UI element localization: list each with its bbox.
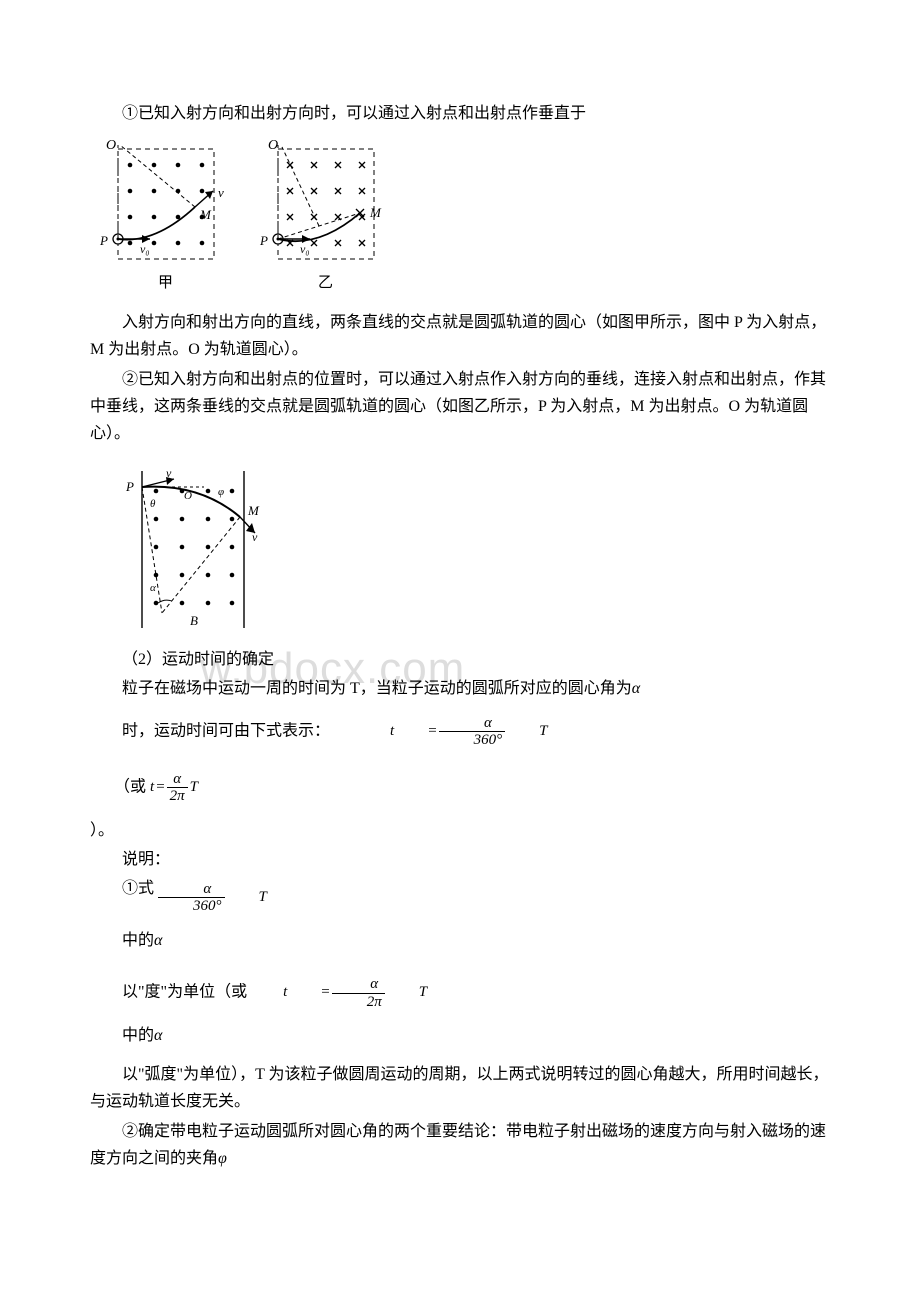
para-10: 中的α — [90, 927, 830, 954]
phi-symbol: φ — [218, 1150, 227, 1167]
para-5-text: 粒子在磁场中运动一周的时间为 T，当粒子运动的圆弧所对应的圆心角为 — [122, 680, 632, 697]
para-8: 说明： — [90, 846, 830, 873]
svg-text:φ: φ — [218, 486, 224, 498]
para-11: 以"度"为单位（或 t = α2π T — [90, 976, 830, 1010]
svg-text:P: P — [259, 233, 268, 248]
page-content: ①已知入射方向和出射方向时，可以通过入射点和出射点作垂直于 — [90, 100, 830, 1172]
formula-3: α360° T — [158, 881, 267, 915]
svg-text:M: M — [199, 207, 212, 222]
para-14: ②确定带电粒子运动圆弧所对圆心角的两个重要结论：带电粒子射出磁场的速度方向与射入… — [90, 1118, 830, 1172]
alpha-symbol-1: α — [632, 680, 640, 697]
figure-2: P v O φ θ M v α B — [122, 463, 830, 638]
para-2: 入射方向和射出方向的直线，两条直线的交点就是圆弧轨道的圆心（如图甲所示，图中 P… — [90, 309, 830, 363]
para-13: 以"弧度"为单位），T 为该粒子做圆周运动的周期，以上两式说明转过的圆心角越大，… — [90, 1061, 830, 1115]
para-7: （或 t = α2π T — [114, 771, 830, 805]
svg-text:O: O — [184, 490, 192, 502]
svg-text:甲: 甲 — [158, 275, 173, 291]
svg-text:θ: θ — [150, 498, 156, 510]
svg-text:v: v — [166, 466, 172, 480]
svg-text:O: O — [268, 138, 278, 153]
svg-text:B: B — [190, 613, 198, 628]
para-12: 中的α — [90, 1022, 830, 1049]
para-9: ①式 α360° T — [90, 875, 830, 915]
svg-text:P: P — [125, 479, 134, 494]
alpha-symbol-2: α — [154, 932, 162, 949]
para-6: 时，运动时间可由下式表示： t = α360° T — [90, 715, 830, 749]
para-7b: ）。 — [90, 817, 830, 844]
para-7-pre: （或 — [114, 778, 146, 795]
para-4: （2）运动时间的确定 — [90, 646, 830, 673]
svg-text:M: M — [247, 503, 260, 518]
svg-text:v₀: v₀ — [140, 242, 150, 256]
svg-text:v: v — [252, 530, 258, 544]
para-11-text: 以"度"为单位（或 — [122, 983, 247, 1000]
svg-text:乙: 乙 — [318, 275, 333, 291]
alpha-symbol-3: α — [154, 1027, 162, 1044]
para-1: ①已知入射方向和出射方向时，可以通过入射点和出射点作垂直于 — [90, 100, 830, 127]
figure-1: O v M P v₀ 甲 — [90, 131, 830, 301]
formula-2: t = α2π T — [150, 771, 198, 805]
para-3: ②已知入射方向和出射点的位置时，可以通过入射点作入射方向的垂线，连接入射点和出射… — [90, 366, 830, 448]
svg-text:P: P — [99, 233, 108, 248]
para-10-pre: 中的 — [122, 932, 154, 949]
formula-4: t = α2π T — [251, 976, 427, 1010]
svg-text:M: M — [369, 205, 382, 220]
para-9-pre: ①式 — [122, 880, 154, 897]
para-6-text: 时，运动时间可由下式表示： — [122, 722, 330, 739]
svg-text:v₀: v₀ — [300, 242, 310, 256]
svg-text:O: O — [106, 138, 116, 153]
para-14-text: ②确定带电粒子运动圆弧所对圆心角的两个重要结论：带电粒子射出磁场的速度方向与射入… — [90, 1123, 826, 1167]
para-12-pre: 中的 — [122, 1027, 154, 1044]
svg-text:v: v — [218, 185, 224, 200]
para-5: 粒子在磁场中运动一周的时间为 T，当粒子运动的圆弧所对应的圆心角为α — [90, 675, 830, 702]
svg-text:α: α — [150, 582, 156, 594]
formula-1: t = α360° T — [358, 715, 547, 749]
